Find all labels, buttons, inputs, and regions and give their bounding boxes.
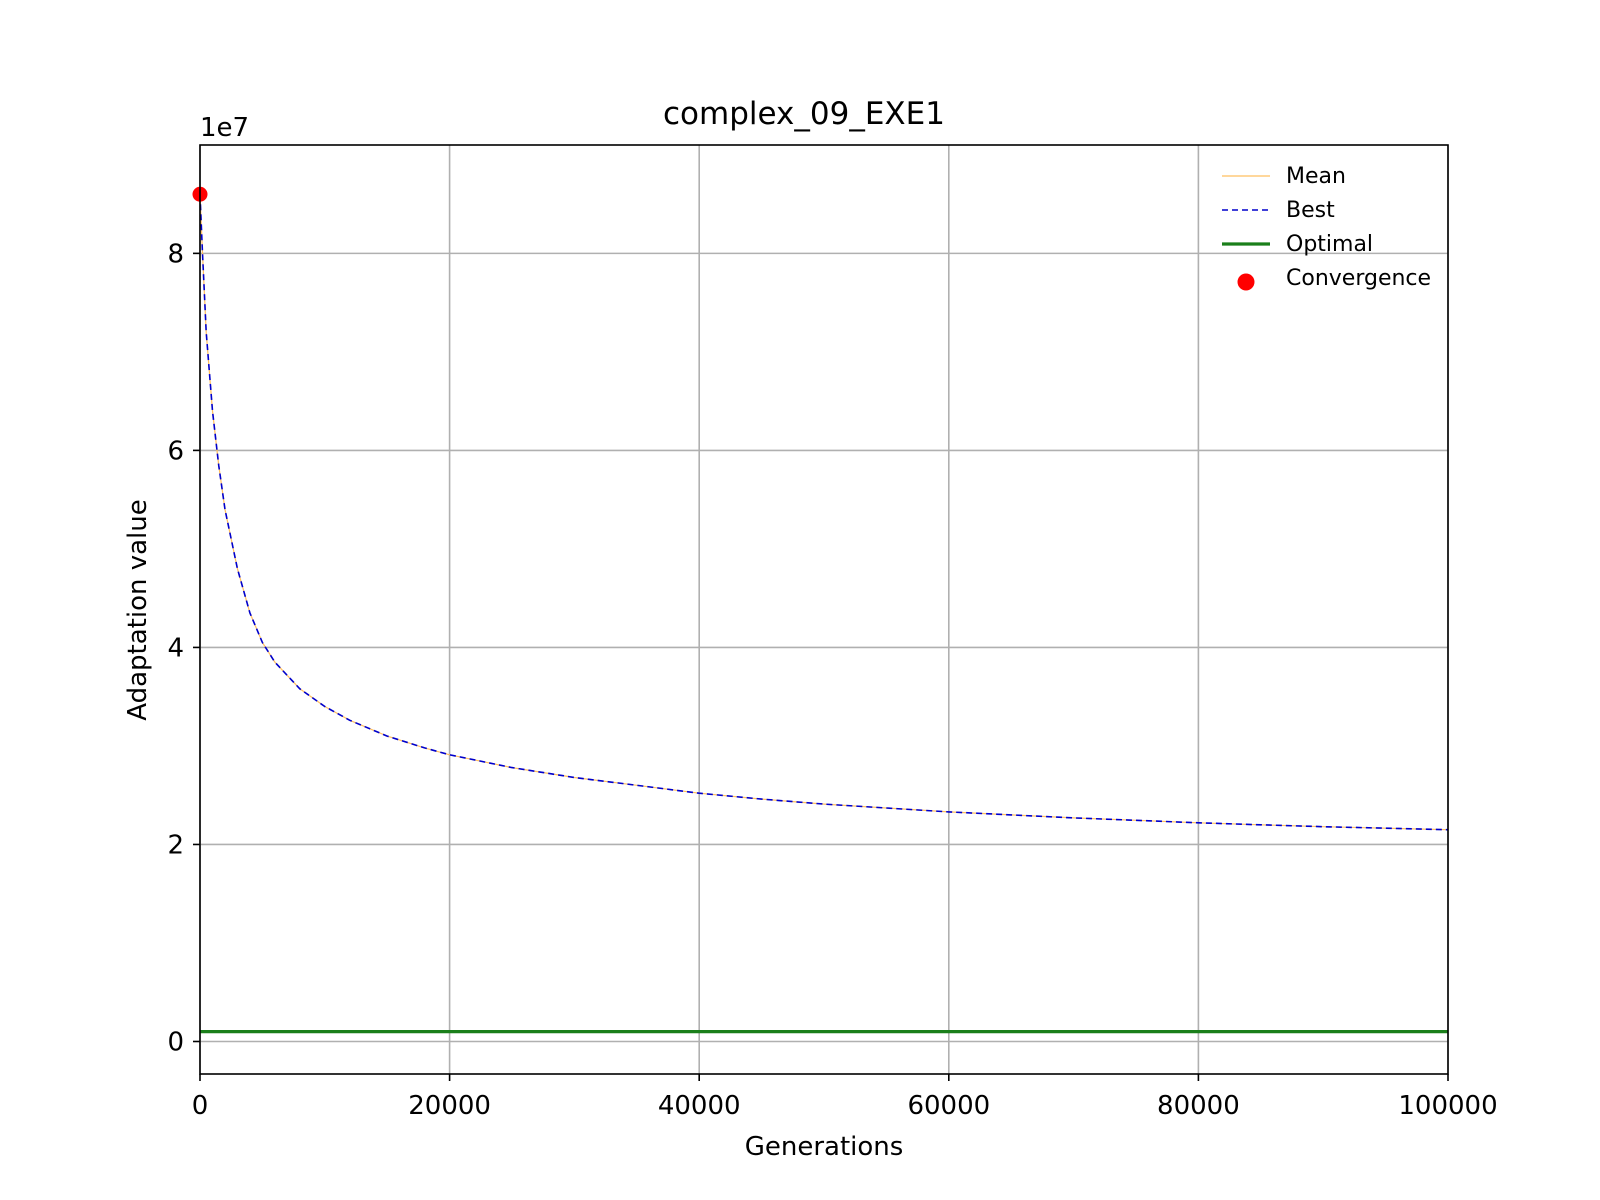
legend-swatch-convergence [1237,273,1255,291]
x-tick-label: 60000 [907,1091,990,1121]
plot-frame [199,144,1449,1075]
series-line-best [199,194,1449,831]
y-tick-label: 6 [167,436,184,466]
y-tick-label: 0 [167,1027,184,1057]
y-tick-label: 4 [167,633,184,663]
y-tick-label: 2 [167,830,184,860]
x-tick-label: 100000 [1398,1091,1497,1121]
legend-label-convergence: Convergence [1286,266,1431,291]
x-axis: 0 20000 40000 60000 80000 100000 [192,1074,1498,1121]
y-axis: 0 2 4 6 8 [167,239,200,1057]
x-axis-title: Generations [745,1132,904,1162]
y-axis-title: Adaptation value [123,499,153,720]
legend-label-best: Best [1286,198,1335,223]
x-tick-label: 20000 [408,1091,491,1121]
x-tick-label: 80000 [1157,1091,1240,1121]
legend-label-mean: Mean [1286,164,1346,189]
legend: Mean Best Optimal Convergence [1222,164,1431,291]
legend-label-optimal: Optimal [1286,232,1373,257]
x-tick-label: 0 [192,1091,209,1121]
series-layer [199,194,1449,1034]
x-tick-label: 40000 [658,1091,741,1121]
y-tick-label: 8 [167,239,184,269]
y-offset-label: 1e7 [200,113,249,143]
chart-title: complex_09_EXE1 [663,96,945,132]
